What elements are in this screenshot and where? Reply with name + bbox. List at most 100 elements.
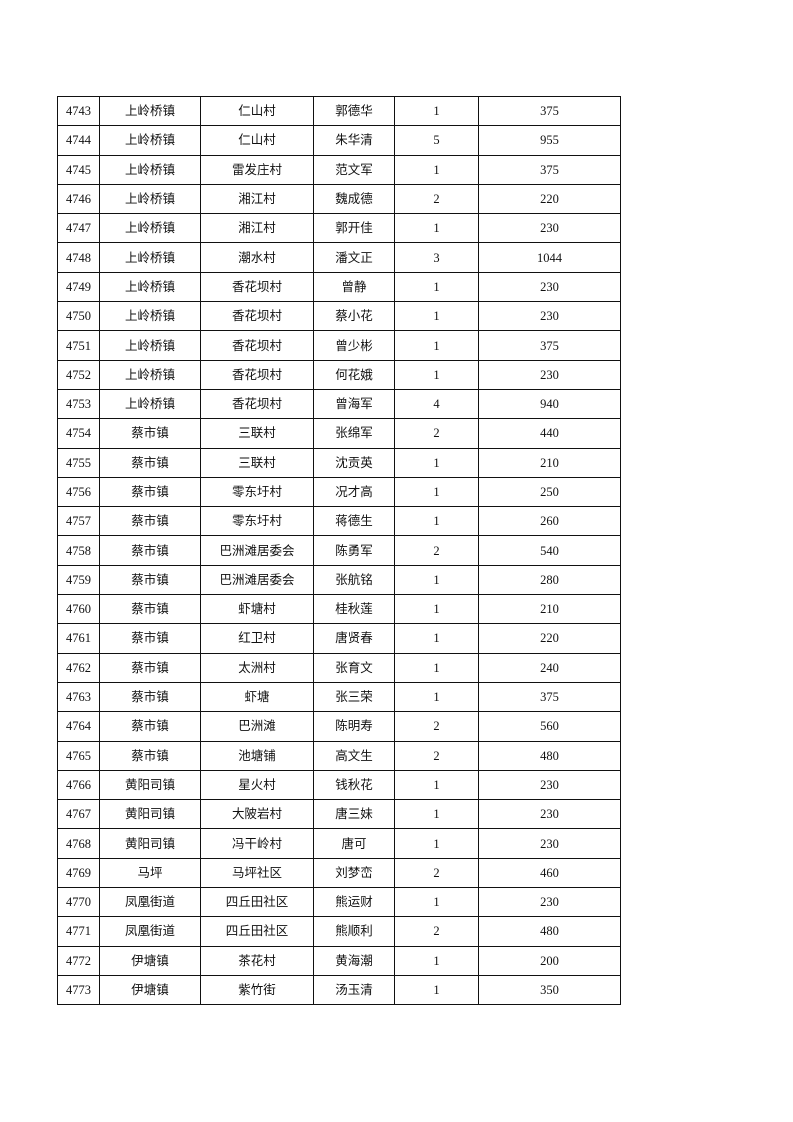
village-cell: 三联村 bbox=[200, 447, 314, 478]
town-cell: 上岭桥镇 bbox=[99, 359, 201, 390]
serial-number-cell: 4757 bbox=[57, 506, 100, 537]
serial-number-cell: 4758 bbox=[57, 535, 100, 566]
table-row: 4771 凤凰街道 四丘田社区 熊顺利 2 480 bbox=[57, 916, 621, 947]
village-cell: 香花坝村 bbox=[200, 330, 314, 361]
serial-number-cell: 4751 bbox=[57, 330, 100, 361]
serial-number-cell: 4746 bbox=[57, 183, 100, 215]
amount-cell: 230 bbox=[478, 271, 621, 303]
village-cell: 潮水村 bbox=[200, 242, 314, 273]
town-cell: 上岭桥镇 bbox=[99, 330, 201, 361]
table-row: 4758 蔡市镇 巴洲滩居委会 陈勇军 2 540 bbox=[57, 535, 621, 566]
count-cell: 1 bbox=[394, 359, 479, 390]
serial-number-cell: 4772 bbox=[57, 945, 100, 976]
table-row: 4772 伊塘镇 茶花村 黄海潮 1 200 bbox=[57, 945, 621, 976]
amount-cell: 220 bbox=[478, 623, 621, 654]
town-cell: 上岭桥镇 bbox=[99, 125, 201, 156]
amount-cell: 230 bbox=[478, 213, 621, 244]
amount-cell: 250 bbox=[478, 476, 621, 508]
count-cell: 3 bbox=[394, 242, 479, 273]
serial-number-cell: 4759 bbox=[57, 564, 100, 596]
name-cell: 朱华清 bbox=[313, 125, 395, 156]
count-cell: 2 bbox=[394, 535, 479, 566]
village-cell: 巴洲滩居委会 bbox=[200, 564, 314, 596]
village-cell: 冯干岭村 bbox=[200, 828, 314, 859]
serial-number-cell: 4745 bbox=[57, 154, 100, 185]
table-row: 4763 蔡市镇 虾塘 张三荣 1 375 bbox=[57, 681, 621, 713]
table-row: 4748 上岭桥镇 潮水村 潘文正 3 1044 bbox=[57, 242, 621, 273]
amount-cell: 260 bbox=[478, 506, 621, 537]
table-row: 4761 蔡市镇 红卫村 唐贤春 1 220 bbox=[57, 623, 621, 654]
name-cell: 高文生 bbox=[313, 740, 395, 771]
count-cell: 1 bbox=[394, 681, 479, 713]
village-cell: 四丘田社区 bbox=[200, 887, 314, 918]
name-cell: 何花娥 bbox=[313, 359, 395, 390]
table-row: 4757 蔡市镇 零东圩村 蒋德生 1 260 bbox=[57, 506, 621, 537]
town-cell: 蔡市镇 bbox=[99, 476, 201, 508]
town-cell: 上岭桥镇 bbox=[99, 242, 201, 273]
count-cell: 1 bbox=[394, 769, 479, 801]
count-cell: 1 bbox=[394, 652, 479, 683]
amount-cell: 230 bbox=[478, 799, 621, 830]
town-cell: 凤凰街道 bbox=[99, 916, 201, 947]
amount-cell: 560 bbox=[478, 711, 621, 742]
village-cell: 红卫村 bbox=[200, 623, 314, 654]
serial-number-cell: 4743 bbox=[57, 95, 100, 127]
town-cell: 上岭桥镇 bbox=[99, 271, 201, 303]
serial-number-cell: 4762 bbox=[57, 652, 100, 683]
name-cell: 熊运财 bbox=[313, 887, 395, 918]
village-cell: 香花坝村 bbox=[200, 271, 314, 303]
town-cell: 蔡市镇 bbox=[99, 740, 201, 771]
town-cell: 蔡市镇 bbox=[99, 535, 201, 566]
serial-number-cell: 4763 bbox=[57, 681, 100, 713]
town-cell: 上岭桥镇 bbox=[99, 95, 201, 127]
town-cell: 上岭桥镇 bbox=[99, 154, 201, 185]
village-cell: 茶花村 bbox=[200, 945, 314, 976]
town-cell: 凤凰街道 bbox=[99, 887, 201, 918]
count-cell: 2 bbox=[394, 711, 479, 742]
amount-cell: 210 bbox=[478, 447, 621, 478]
name-cell: 潘文正 bbox=[313, 242, 395, 273]
amount-cell: 460 bbox=[478, 857, 621, 889]
town-cell: 黄阳司镇 bbox=[99, 828, 201, 859]
amount-cell: 230 bbox=[478, 359, 621, 390]
count-cell: 2 bbox=[394, 916, 479, 947]
amount-cell: 440 bbox=[478, 418, 621, 449]
amount-cell: 350 bbox=[478, 974, 621, 1006]
name-cell: 唐三妹 bbox=[313, 799, 395, 830]
table-row: 4764 蔡市镇 巴洲滩 陈明寿 2 560 bbox=[57, 711, 621, 742]
name-cell: 钱秋花 bbox=[313, 769, 395, 801]
count-cell: 1 bbox=[394, 799, 479, 830]
serial-number-cell: 4747 bbox=[57, 213, 100, 244]
town-cell: 蔡市镇 bbox=[99, 681, 201, 713]
village-cell: 湘江村 bbox=[200, 183, 314, 215]
name-cell: 蒋德生 bbox=[313, 506, 395, 537]
village-cell: 零东圩村 bbox=[200, 476, 314, 508]
serial-number-cell: 4748 bbox=[57, 242, 100, 273]
serial-number-cell: 4753 bbox=[57, 388, 100, 420]
serial-number-cell: 4765 bbox=[57, 740, 100, 771]
village-cell: 香花坝村 bbox=[200, 301, 314, 332]
village-cell: 四丘田社区 bbox=[200, 916, 314, 947]
village-cell: 零东圩村 bbox=[200, 506, 314, 537]
town-cell: 上岭桥镇 bbox=[99, 183, 201, 215]
name-cell: 张绵军 bbox=[313, 418, 395, 449]
table-row: 4755 蔡市镇 三联村 沈贡英 1 210 bbox=[57, 447, 621, 478]
count-cell: 1 bbox=[394, 945, 479, 976]
amount-cell: 940 bbox=[478, 388, 621, 420]
table-row: 4759 蔡市镇 巴洲滩居委会 张航铭 1 280 bbox=[57, 564, 621, 596]
name-cell: 陈明寿 bbox=[313, 711, 395, 742]
town-cell: 蔡市镇 bbox=[99, 652, 201, 683]
amount-cell: 240 bbox=[478, 652, 621, 683]
count-cell: 1 bbox=[394, 594, 479, 625]
name-cell: 唐可 bbox=[313, 828, 395, 859]
amount-cell: 230 bbox=[478, 828, 621, 859]
amount-cell: 280 bbox=[478, 564, 621, 596]
town-cell: 蔡市镇 bbox=[99, 623, 201, 654]
name-cell: 曾少彬 bbox=[313, 330, 395, 361]
village-cell: 巴洲滩居委会 bbox=[200, 535, 314, 566]
town-cell: 蔡市镇 bbox=[99, 506, 201, 537]
amount-cell: 230 bbox=[478, 769, 621, 801]
serial-number-cell: 4771 bbox=[57, 916, 100, 947]
table-row: 4746 上岭桥镇 湘江村 魏成德 2 220 bbox=[57, 183, 621, 215]
town-cell: 伊塘镇 bbox=[99, 974, 201, 1006]
